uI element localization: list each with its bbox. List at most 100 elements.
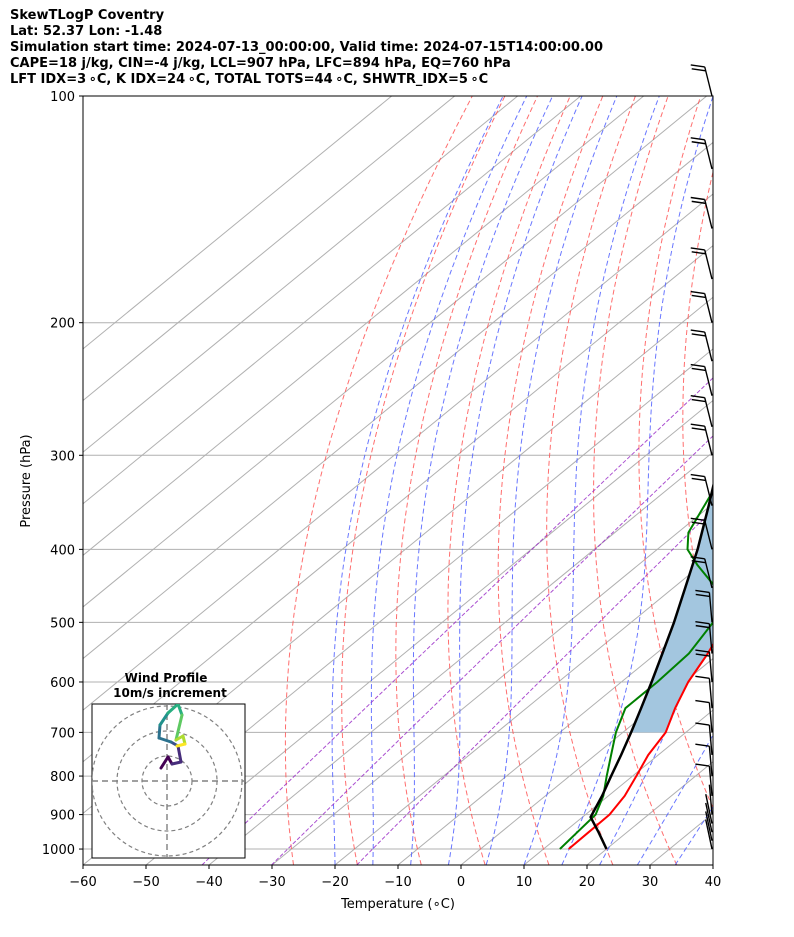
wind-barb-staff <box>708 678 713 709</box>
wind-barb-flag <box>690 363 705 368</box>
wind-barb <box>695 649 713 683</box>
wind-barb <box>695 722 713 756</box>
wind-barb-staff <box>704 520 713 550</box>
x-tick-label: 30 <box>642 875 659 890</box>
x-tick-label: −10 <box>384 875 411 890</box>
cape-area <box>631 487 713 733</box>
wind-barb <box>695 743 713 777</box>
hodograph-trace-segment <box>159 755 170 770</box>
isotherm-line <box>83 96 581 505</box>
x-tick-label: −20 <box>321 875 348 890</box>
isotherm-line <box>83 96 455 402</box>
wind-barb-flag <box>691 521 706 525</box>
wind-barb <box>705 811 713 841</box>
wind-barb-flag <box>690 423 705 427</box>
hodograph-trace-segment <box>176 744 183 764</box>
isotherm-line <box>712 864 713 865</box>
isotherm-line <box>334 554 713 865</box>
x-axis-label: Temperature (∘C) <box>340 897 455 912</box>
wind-barb-flag <box>695 653 710 657</box>
wind-barb-flag <box>690 556 705 560</box>
isotherm-line <box>208 451 713 865</box>
dry-adiabat <box>497 96 604 865</box>
wind-barb-staff <box>708 725 713 756</box>
wind-barb-staff <box>704 66 713 97</box>
wind-barb-staff <box>705 802 713 833</box>
wind-barb-flag <box>691 251 706 255</box>
wind-barb-staff <box>708 623 713 654</box>
wind-barb-staff <box>705 794 713 824</box>
wind-barb-flag <box>691 559 706 564</box>
wind-barb <box>708 784 713 815</box>
isotherm-line <box>83 193 713 711</box>
hodograph-inset: Wind Profile 10m/s increment <box>91 671 246 859</box>
wind-barb-flag <box>695 763 710 767</box>
hodograph-trace-segment <box>157 723 162 740</box>
wind-barb-flag <box>690 137 705 141</box>
wind-barb <box>690 395 713 428</box>
wind-barb <box>690 137 713 170</box>
mixing-ratio-line <box>201 377 713 865</box>
wind-barb-flag <box>691 367 706 372</box>
wind-barb-flag <box>690 395 705 399</box>
moist-adiabat <box>370 96 528 865</box>
wind-barb-staff <box>704 293 713 323</box>
dry-adiabat <box>447 96 571 865</box>
wind-barb-flag <box>695 593 710 598</box>
wind-barb-flag <box>691 141 706 145</box>
x-tick-label: 40 <box>705 875 722 890</box>
station-title: SkewTLogP Coventry <box>10 8 165 23</box>
wind-barb-staff <box>708 746 713 777</box>
wind-barb-staff <box>708 784 713 815</box>
moist-adiabat <box>674 805 713 865</box>
isotherm-line <box>271 503 713 865</box>
x-tick-label: −60 <box>69 875 96 890</box>
dry-adiabat <box>725 96 794 865</box>
temperature-profile-line <box>568 642 713 850</box>
wind-barb-staff <box>705 819 713 850</box>
hodograph-trace-segment <box>176 704 184 717</box>
wind-barb-staff <box>705 811 713 841</box>
wind-barb-flag <box>690 517 705 521</box>
station-coordinates: Lat: 52.37 Lon: -1.48 <box>10 24 163 39</box>
wind-barb-staff <box>704 558 713 589</box>
isotherm-line <box>83 96 392 350</box>
wind-barb <box>690 363 713 396</box>
hodograph-trace-segment <box>174 713 184 742</box>
x-tick-label: −50 <box>132 875 159 890</box>
isotherm-line <box>397 606 713 865</box>
wind-barb-staff <box>708 652 713 683</box>
wind-barb-staff <box>704 331 713 362</box>
y-tick-label: 1000 <box>42 843 75 858</box>
y-tick-label: 800 <box>50 770 75 785</box>
x-tick-label: −30 <box>258 875 285 890</box>
dewpoint-profile-line <box>559 489 713 850</box>
y-tick-label: 900 <box>50 809 75 824</box>
moist-adiabat <box>523 96 660 865</box>
wind-barb <box>690 423 713 456</box>
y-tick-label: 400 <box>50 543 75 558</box>
moist-adiabat <box>712 864 713 865</box>
wind-barb-flag <box>695 722 710 726</box>
x-tick-label: 10 <box>516 875 533 890</box>
parcel-profile-line <box>589 481 713 850</box>
chart-header: SkewTLogP Coventry Lat: 52.37 Lon: -1.48… <box>10 8 780 88</box>
wind-barb <box>690 473 713 506</box>
hodograph-trace-segment <box>170 760 183 766</box>
isotherm-line <box>83 96 707 608</box>
cape-shading <box>631 487 713 733</box>
isotherm-line <box>83 96 644 556</box>
convective-parameters: CAPE=18 j/kg, CIN=-4 j/kg, LCL=907 hPa, … <box>10 56 511 71</box>
hodograph-trace-segment <box>158 711 170 727</box>
wind-barb-staff <box>704 426 713 456</box>
wind-barb <box>690 556 713 589</box>
simulation-times: Simulation start time: 2024-07-13_00:00:… <box>10 40 603 55</box>
moist-adiabat <box>636 734 713 865</box>
sounding-series <box>559 481 713 850</box>
y-tick-label: 600 <box>50 676 75 691</box>
stability-indices: LFT IDX=3 ∘C, K IDX=24 ∘C, TOTAL TOTS=44… <box>10 72 489 87</box>
wind-barb-flag <box>691 398 706 403</box>
isotherm-line <box>460 657 713 865</box>
wind-barb-staff <box>708 765 713 796</box>
